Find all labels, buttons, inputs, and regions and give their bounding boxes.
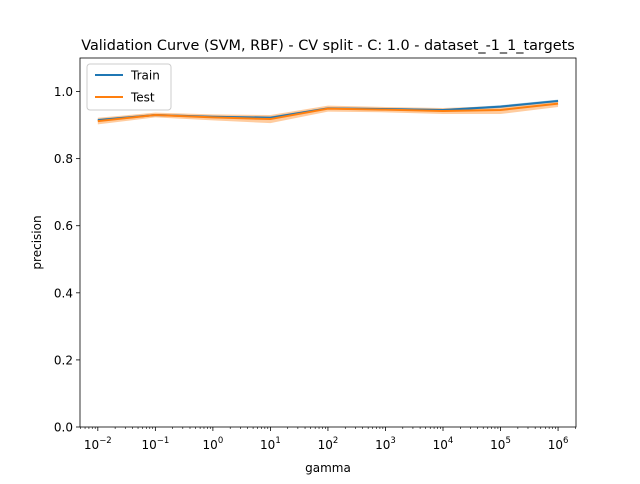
x-axis-label: gamma xyxy=(305,461,351,475)
legend: Train Test xyxy=(87,64,171,110)
y-tick-label: 1.0 xyxy=(54,85,73,99)
legend-test-label: Test xyxy=(130,91,155,105)
y-tick-label: 0.4 xyxy=(54,286,73,300)
y-tick-label: 0.8 xyxy=(54,152,73,166)
y-tick-label: 0.0 xyxy=(54,421,73,435)
legend-train-label: Train xyxy=(130,69,160,83)
y-axis-label: precision xyxy=(30,215,44,269)
y-tick-label: 0.6 xyxy=(54,219,73,233)
y-tick-label: 0.2 xyxy=(54,353,73,367)
chart-title: Validation Curve (SVM, RBF) - CV split -… xyxy=(81,38,574,54)
